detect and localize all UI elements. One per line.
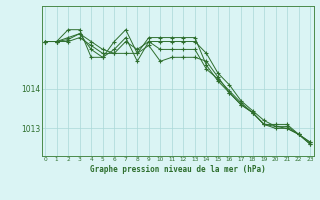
X-axis label: Graphe pression niveau de la mer (hPa): Graphe pression niveau de la mer (hPa) — [90, 165, 266, 174]
